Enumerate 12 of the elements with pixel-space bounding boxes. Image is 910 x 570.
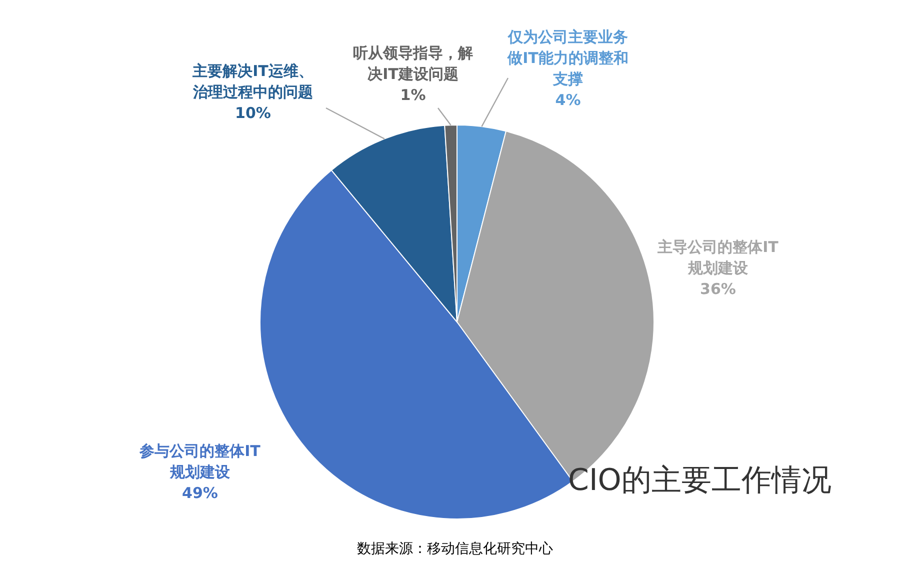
- slice-label: 听从领导指导，解决IT建设问题: [353, 44, 473, 83]
- slice-label: 参与公司的整体IT规划建设: [138, 442, 262, 481]
- text: CIO的主要工作情况: [568, 462, 832, 500]
- data-label: 49%: [182, 484, 218, 502]
- data-label: 4%: [555, 91, 581, 109]
- data-label: 10%: [235, 104, 271, 122]
- slice-label: 主导公司的整体IT规划建设: [656, 238, 780, 277]
- slice-label: 主要解决IT运维、治理过程中的问题: [192, 62, 314, 101]
- source-note: 数据来源：移动信息化研究中心: [356, 540, 554, 558]
- slice-label: 仅为公司主要业务做IT能力的调整和支撑: [506, 28, 628, 88]
- data-label: 36%: [700, 280, 736, 298]
- data-label: 1%: [400, 86, 426, 104]
